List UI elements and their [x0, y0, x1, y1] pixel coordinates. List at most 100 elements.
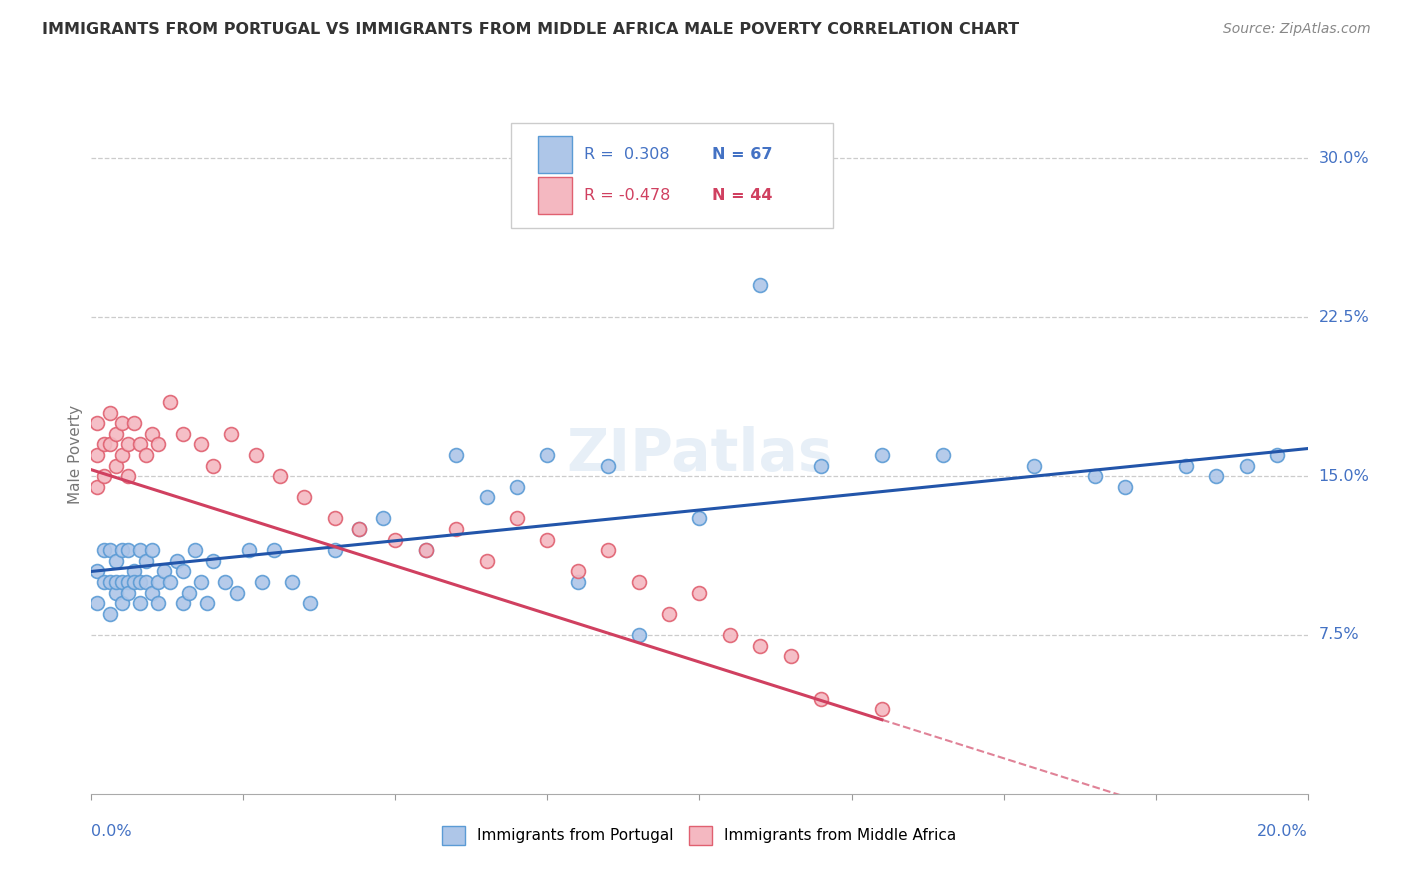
Point	[1174, 458, 1197, 473]
Point	[627, 628, 650, 642]
Point	[104, 426, 127, 441]
Point	[1205, 469, 1227, 483]
Point	[104, 554, 127, 568]
Point	[135, 448, 157, 462]
Point	[214, 574, 236, 589]
Point	[245, 448, 267, 462]
Point	[122, 565, 145, 579]
Text: 22.5%: 22.5%	[1319, 310, 1369, 325]
Point	[148, 596, 170, 610]
Point	[172, 426, 194, 441]
Point	[117, 543, 139, 558]
Point	[475, 490, 498, 504]
Point	[870, 702, 893, 716]
Point	[810, 458, 832, 473]
Point	[749, 278, 772, 293]
Point	[195, 596, 218, 610]
Point	[129, 596, 152, 610]
Text: R = -0.478: R = -0.478	[583, 188, 671, 202]
Point	[129, 437, 152, 451]
Point	[292, 490, 315, 504]
Point	[104, 458, 127, 473]
Point	[269, 469, 291, 483]
Point	[749, 639, 772, 653]
Point	[415, 543, 437, 558]
Text: N = 67: N = 67	[711, 146, 772, 161]
Point	[347, 522, 370, 536]
Point	[202, 554, 225, 568]
Point	[718, 628, 741, 642]
Point	[117, 469, 139, 483]
Point	[567, 565, 589, 579]
Point	[86, 480, 108, 494]
Point	[323, 511, 346, 525]
Point	[104, 574, 127, 589]
Point	[598, 543, 620, 558]
Text: N = 44: N = 44	[711, 188, 772, 202]
Text: 20.0%: 20.0%	[1257, 824, 1308, 839]
Point	[598, 458, 620, 473]
Point	[93, 574, 115, 589]
Point	[567, 574, 589, 589]
Point	[281, 574, 304, 589]
Point	[172, 596, 194, 610]
Point	[190, 437, 212, 451]
Point	[159, 395, 181, 409]
Point	[184, 543, 207, 558]
Point	[1022, 458, 1045, 473]
Text: 0.0%: 0.0%	[91, 824, 132, 839]
Point	[98, 607, 121, 621]
Text: R =  0.308: R = 0.308	[583, 146, 669, 161]
Point	[1236, 458, 1258, 473]
Point	[159, 574, 181, 589]
Point	[219, 426, 242, 441]
Text: Source: ZipAtlas.com: Source: ZipAtlas.com	[1223, 22, 1371, 37]
Text: 15.0%: 15.0%	[1319, 468, 1369, 483]
Point	[98, 437, 121, 451]
Point	[373, 511, 395, 525]
Point	[135, 574, 157, 589]
Point	[172, 565, 194, 579]
Point	[86, 596, 108, 610]
Point	[129, 574, 152, 589]
Point	[111, 596, 134, 610]
Point	[111, 574, 134, 589]
Point	[226, 585, 249, 599]
Point	[153, 565, 176, 579]
Point	[117, 437, 139, 451]
Point	[98, 574, 121, 589]
Point	[111, 543, 134, 558]
Point	[415, 543, 437, 558]
Point	[688, 585, 710, 599]
Text: 7.5%: 7.5%	[1319, 627, 1360, 642]
Point	[177, 585, 200, 599]
Point	[627, 574, 650, 589]
Point	[104, 585, 127, 599]
Point	[870, 448, 893, 462]
Point	[536, 533, 558, 547]
Point	[444, 448, 467, 462]
Point	[129, 543, 152, 558]
Point	[98, 543, 121, 558]
Point	[166, 554, 188, 568]
Point	[111, 448, 134, 462]
Point	[347, 522, 370, 536]
Point	[536, 448, 558, 462]
Bar	[537, 136, 572, 173]
Text: ZIPatlas: ZIPatlas	[567, 426, 832, 483]
Point	[117, 574, 139, 589]
Point	[117, 585, 139, 599]
Point	[148, 437, 170, 451]
Bar	[537, 177, 572, 214]
Point	[141, 543, 163, 558]
Point	[1114, 480, 1136, 494]
Text: 30.0%: 30.0%	[1319, 151, 1369, 166]
Point	[506, 511, 529, 525]
Point	[384, 533, 406, 547]
Point	[475, 554, 498, 568]
Point	[238, 543, 260, 558]
Point	[299, 596, 322, 610]
Text: IMMIGRANTS FROM PORTUGAL VS IMMIGRANTS FROM MIDDLE AFRICA MALE POVERTY CORRELATI: IMMIGRANTS FROM PORTUGAL VS IMMIGRANTS F…	[42, 22, 1019, 37]
Point	[122, 416, 145, 430]
Point	[86, 416, 108, 430]
